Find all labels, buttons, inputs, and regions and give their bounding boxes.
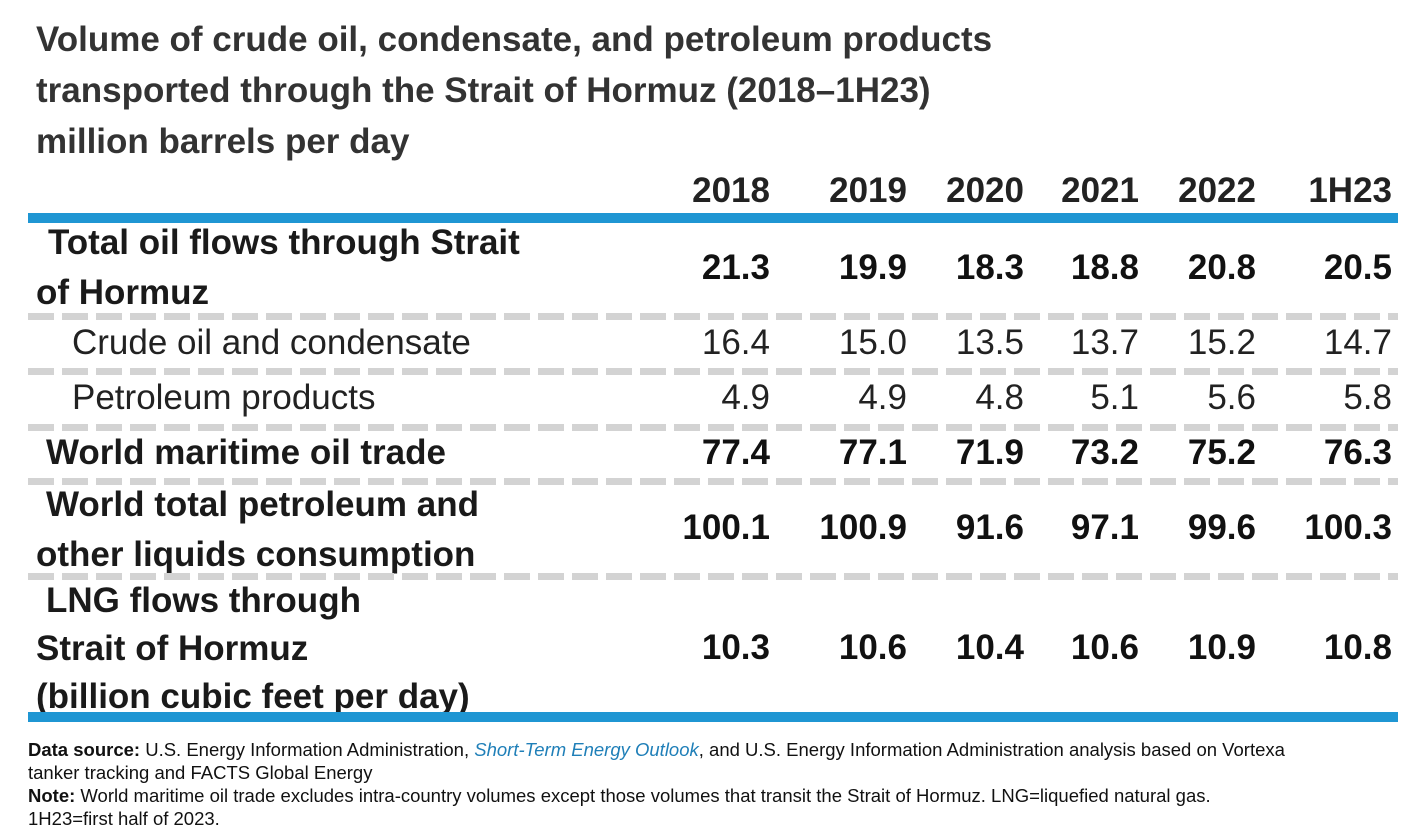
title-line-1: Volume of crude oil, condensate, and pet… bbox=[36, 20, 993, 59]
table-cell: 20.8 bbox=[1187, 248, 1256, 287]
row-label: of Hormuz bbox=[36, 273, 210, 312]
table-cell: 97.1 bbox=[1070, 508, 1139, 547]
table-cell: 21.3 bbox=[701, 248, 770, 287]
table-cell: 71.9 bbox=[955, 433, 1024, 472]
source-text-2: , and U.S. Energy Information Administra… bbox=[698, 739, 1285, 760]
row-separator bbox=[28, 424, 1398, 431]
source-text-1: U.S. Energy Information Administration, bbox=[140, 739, 475, 760]
note-text-1: World maritime oil trade excludes intra-… bbox=[75, 785, 1211, 806]
table-cell: 18.8 bbox=[1070, 248, 1139, 287]
row-label: Petroleum products bbox=[72, 378, 376, 417]
title-line-2: transported through the Strait of Hormuz… bbox=[36, 71, 931, 110]
table-cell: 75.2 bbox=[1187, 433, 1256, 472]
table-cell: 10.4 bbox=[955, 628, 1024, 667]
row-label: other liquids consumption bbox=[36, 535, 476, 574]
row-separator bbox=[28, 313, 1398, 320]
row-label: (billion cubic feet per day) bbox=[36, 677, 470, 716]
table-cell: 73.2 bbox=[1070, 433, 1139, 472]
table-cell: 100.3 bbox=[1304, 508, 1392, 547]
row-label: Crude oil and condensate bbox=[72, 323, 471, 362]
row-label: World maritime oil trade bbox=[46, 433, 446, 472]
table-cell: 10.6 bbox=[1070, 628, 1139, 667]
table-bottom-rule bbox=[28, 712, 1398, 722]
footnotes: Data source: U.S. Energy Information Adm… bbox=[28, 738, 1398, 830]
table-cell: 5.1 bbox=[1090, 378, 1139, 417]
table-cell: 19.9 bbox=[838, 248, 907, 287]
table-cell: 5.8 bbox=[1343, 378, 1392, 417]
table-cell: 18.3 bbox=[955, 248, 1024, 287]
table-cell: 77.1 bbox=[838, 433, 907, 472]
title-unit: million barrels per day bbox=[36, 122, 410, 161]
chart-title: Volume of crude oil, condensate, and pet… bbox=[36, 14, 1396, 167]
table-cell: 76.3 bbox=[1323, 433, 1392, 472]
table-cell: 91.6 bbox=[955, 508, 1024, 547]
table-cell: 10.6 bbox=[838, 628, 907, 667]
note-line-1: Note: World maritime oil trade excludes … bbox=[28, 784, 1398, 807]
table-top-rule bbox=[28, 213, 1398, 223]
source-label: Data source: bbox=[28, 739, 141, 760]
table-cell: 13.7 bbox=[1070, 323, 1139, 362]
row-label: World total petroleum and bbox=[46, 485, 479, 524]
row-label: Total oil flows through Strait bbox=[48, 223, 520, 262]
column-header-1h23: 1H23 bbox=[1308, 171, 1392, 210]
table-cell: 10.8 bbox=[1323, 628, 1392, 667]
table-cell: 5.6 bbox=[1207, 378, 1256, 417]
table-cell: 77.4 bbox=[701, 433, 770, 472]
row-separator bbox=[28, 368, 1398, 375]
table-cell: 15.2 bbox=[1187, 323, 1256, 362]
column-header-2021: 2021 bbox=[1061, 171, 1139, 210]
note-label: Note: bbox=[28, 785, 76, 806]
source-line-2: tanker tracking and FACTS Global Energy bbox=[28, 762, 373, 783]
table-cell: 13.5 bbox=[955, 323, 1024, 362]
table-cell: 20.5 bbox=[1323, 248, 1392, 287]
row-label: Strait of Hormuz bbox=[36, 629, 309, 668]
row-separator bbox=[28, 478, 1398, 485]
table-cell: 16.4 bbox=[701, 323, 770, 362]
table-cell: 10.3 bbox=[701, 628, 770, 667]
table-cell: 15.0 bbox=[838, 323, 907, 362]
table-cell: 99.6 bbox=[1187, 508, 1256, 547]
table-cell: 10.9 bbox=[1187, 628, 1256, 667]
column-header-2020: 2020 bbox=[946, 171, 1024, 210]
note-line-2: 1H23=first half of 2023. bbox=[28, 808, 220, 829]
row-label: LNG flows through bbox=[46, 581, 361, 620]
source-link[interactable]: Short-Term Energy Outlook bbox=[474, 739, 699, 760]
table-cell: 4.9 bbox=[721, 378, 770, 417]
table-cell: 100.9 bbox=[819, 508, 907, 547]
table-cell: 4.9 bbox=[858, 378, 907, 417]
table-cell: 100.1 bbox=[682, 508, 770, 547]
column-header-2022: 2022 bbox=[1178, 171, 1256, 210]
row-separator bbox=[28, 573, 1398, 580]
table-cell: 4.8 bbox=[975, 378, 1024, 417]
column-header-2018: 2018 bbox=[692, 171, 770, 210]
table-cell: 14.7 bbox=[1323, 323, 1392, 362]
source-line-1: Data source: U.S. Energy Information Adm… bbox=[28, 738, 1398, 761]
column-header-2019: 2019 bbox=[829, 171, 907, 210]
